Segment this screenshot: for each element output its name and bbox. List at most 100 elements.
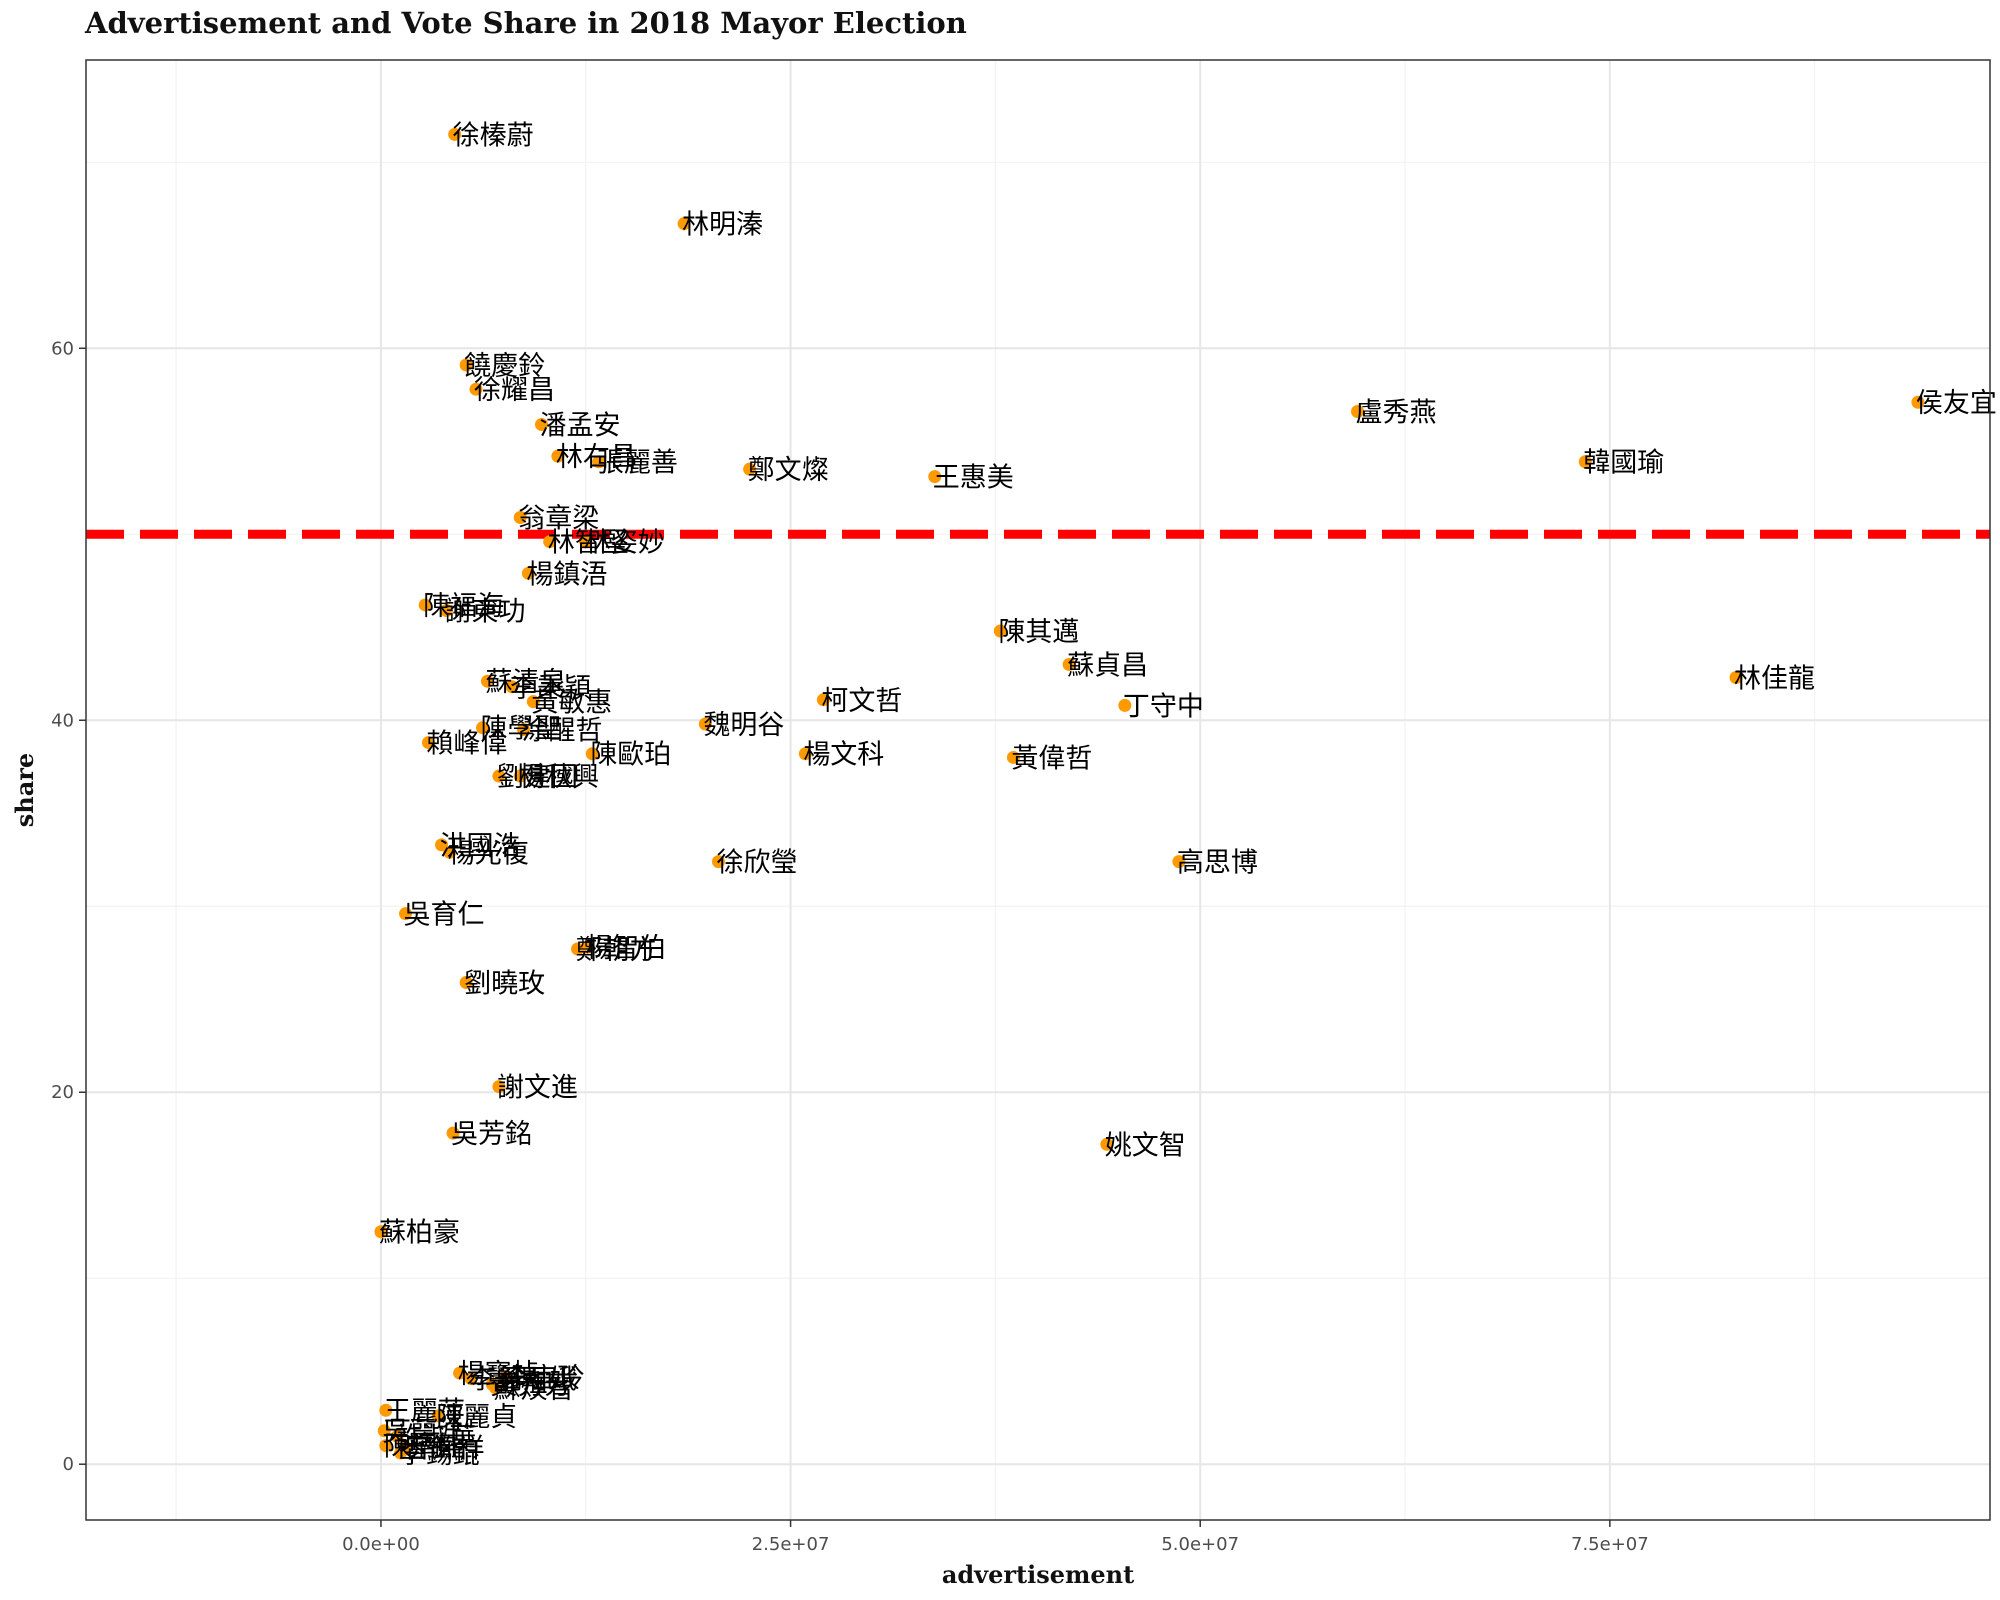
point-label: 黃敏惠 <box>531 688 612 719</box>
data-point <box>446 1126 460 1140</box>
data-point <box>521 566 535 580</box>
data-point <box>492 769 506 783</box>
data-point <box>489 1381 503 1395</box>
data-point <box>1006 750 1020 764</box>
point-label: 林佳龍 <box>1734 663 1815 694</box>
point-label: 陳麗貞 <box>436 1402 517 1433</box>
point-label: 鄭文燦 <box>748 455 829 486</box>
data-point <box>743 462 757 476</box>
point-label: 徐欣瑩 <box>716 848 797 879</box>
point-label: 姚文智 <box>1105 1130 1186 1161</box>
data-point <box>513 511 527 525</box>
point-label: 王惠美 <box>933 463 1014 494</box>
data-point <box>480 674 494 688</box>
point-label: 蘇貞昌 <box>1067 650 1148 681</box>
point-label: 陳清龍 <box>384 1432 465 1463</box>
point-label: 劉建國 <box>497 762 578 793</box>
data-point <box>928 470 942 484</box>
point-label: 謝文進 <box>497 1073 578 1104</box>
data-point <box>1911 395 1925 409</box>
data-point <box>535 418 549 432</box>
data-point <box>698 717 712 731</box>
y-tick-label: 60 <box>51 338 74 359</box>
data-point <box>543 535 557 549</box>
point-label: 鄭朝方 <box>576 935 657 966</box>
point-label: 林右昌 <box>556 442 637 473</box>
data-point <box>443 845 457 859</box>
point-label: 林明溱 <box>682 210 763 241</box>
y-tick-label: 20 <box>51 1082 74 1103</box>
point-label: 蘇煥智 <box>494 1374 575 1405</box>
data-point <box>374 1225 388 1239</box>
data-point <box>711 855 725 869</box>
point-label: 楊秋興 <box>518 762 599 793</box>
data-point <box>379 1403 393 1417</box>
data-point <box>418 598 432 612</box>
data-point <box>377 1424 391 1438</box>
panel-frame <box>85 59 1991 1521</box>
point-label: 賴峰偉 <box>426 729 507 760</box>
data-point <box>459 975 473 989</box>
data-point <box>505 680 519 694</box>
point-label: 蘇清泉 <box>485 667 566 698</box>
data-point <box>816 693 830 707</box>
point-label: 楊光復 <box>448 838 529 869</box>
point-label: 黃秀芳 <box>490 1370 571 1401</box>
point-label: 林智堅 <box>548 528 629 559</box>
point-label: 洪國浩 <box>440 831 521 862</box>
point-label: 吳萼洋 <box>382 1417 463 1448</box>
point-label: 楊寶楨 <box>458 1359 539 1390</box>
point-label: 蘇柏豪 <box>379 1218 460 1249</box>
axes: 0.0e+00 2.5e+07 5.0e+07 7.5e+07 0 20 40 60 <box>51 338 1649 1555</box>
point-label: 曾錦祥 <box>404 1433 485 1464</box>
data-point <box>476 721 490 735</box>
point-label: 陳福海 <box>423 591 504 622</box>
data-point <box>513 769 527 783</box>
data-point <box>516 723 530 737</box>
x-tick-label: 5.0e+07 <box>1161 1534 1239 1555</box>
data-point <box>448 127 462 141</box>
point-label: 陳歐珀 <box>590 740 671 771</box>
data-point <box>459 358 473 372</box>
y-tick-label: 0 <box>63 1454 74 1475</box>
point-label: 張麗善 <box>597 448 678 479</box>
data-point <box>1172 855 1186 869</box>
data-point <box>464 1372 478 1386</box>
data-point <box>526 695 540 709</box>
panel-border <box>85 59 1991 1521</box>
data-point <box>394 1446 408 1460</box>
point-label: 侯友宜 <box>1916 388 1997 419</box>
point-label: 高思博 <box>1177 848 1258 879</box>
chart-title: Advertisement and Vote Share in 2018 May… <box>85 6 967 40</box>
data-point <box>431 1409 445 1423</box>
point-label: 李翁月娥 <box>469 1365 577 1396</box>
point-label: 柯文哲 <box>821 686 902 717</box>
panel-background <box>86 60 1990 1520</box>
data-point <box>492 1080 506 1094</box>
data-point <box>453 1366 467 1380</box>
point-label: 楊鎮浯 <box>526 559 607 590</box>
point-label: 李錫錕 <box>399 1439 480 1470</box>
point-label: 徐榛蔚 <box>453 120 534 151</box>
y-tick-label: 40 <box>51 710 74 731</box>
point-label: 許淑華 <box>395 1422 476 1453</box>
point-label: 李秉穎 <box>510 673 591 704</box>
data-point <box>993 624 1007 638</box>
data-point <box>579 535 593 549</box>
data-point <box>585 747 599 761</box>
point-label: 翁章梁 <box>518 504 599 535</box>
point-label: 吳芳銘 <box>451 1119 532 1150</box>
point-label: 陳其邁 <box>998 617 1079 648</box>
x-axis-title: advertisement <box>942 1560 1134 1589</box>
point-label: 陳學聖 <box>481 714 562 745</box>
point-label: 魏明谷 <box>703 710 784 741</box>
point-label: 潘孟安 <box>540 411 621 442</box>
data-point <box>571 942 585 956</box>
grid-lines <box>86 60 1990 1520</box>
data-point <box>1062 657 1076 671</box>
point-label: 涂醒哲 <box>521 716 602 747</box>
point-label: 謝東功 <box>444 597 525 628</box>
data-point <box>390 1429 404 1443</box>
